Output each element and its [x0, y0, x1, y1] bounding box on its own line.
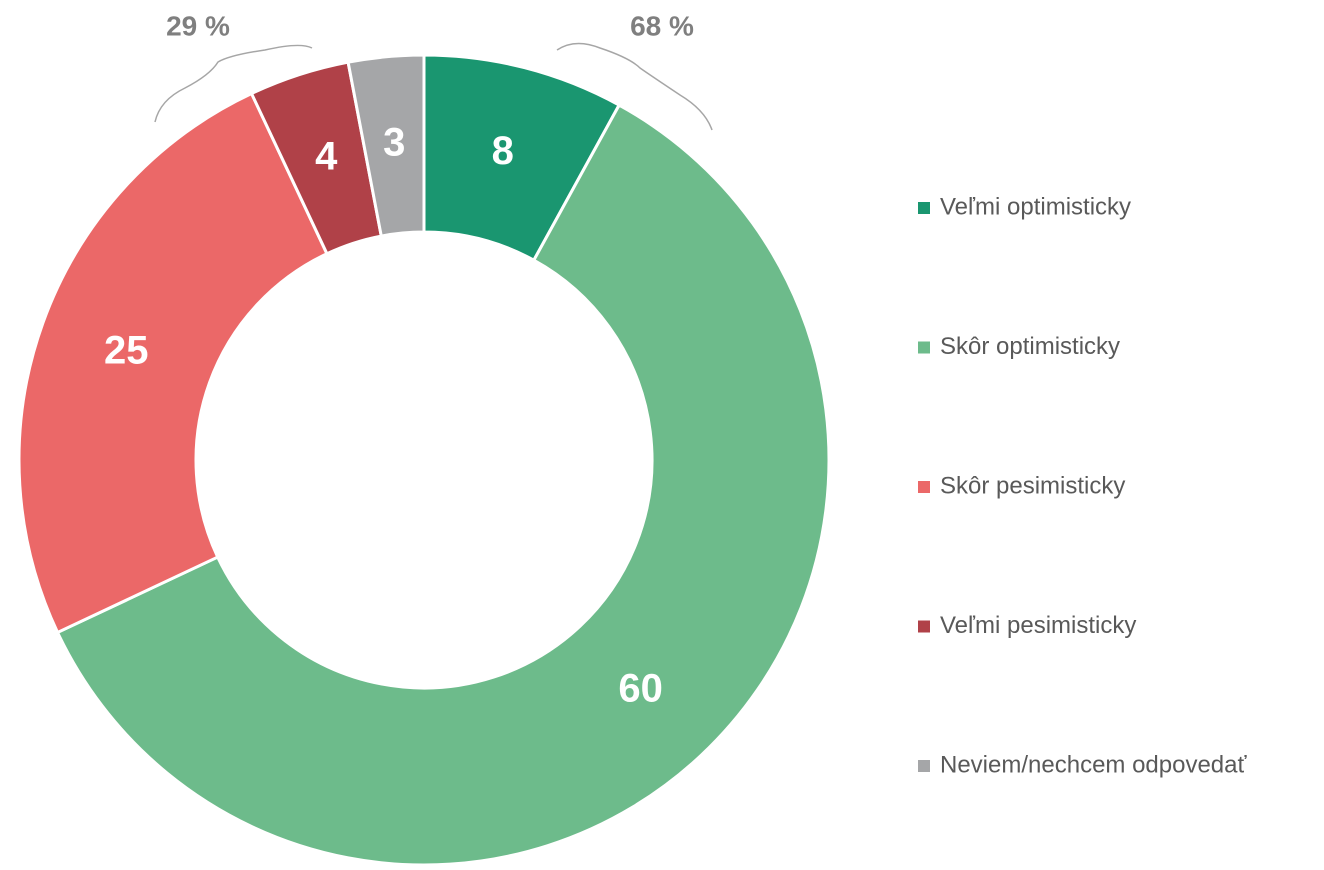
data-label: 60 — [618, 666, 663, 710]
slice — [346, 53, 426, 238]
brace — [556, 42, 713, 131]
data-label: 25 — [104, 328, 149, 372]
annotation: 68 % — [630, 10, 694, 41]
legend-label: Skôr pesimisticky — [940, 472, 1125, 499]
legend-swatch — [918, 760, 930, 772]
legend-label: Skôr optimisticky — [940, 333, 1120, 360]
slice — [17, 91, 329, 635]
legend-swatch — [918, 481, 930, 493]
legend-label: Neviem/nechcem odpovedať — [940, 751, 1248, 778]
slice — [55, 103, 831, 867]
legend-label: Veľmi optimisticky — [940, 193, 1131, 220]
data-label: 8 — [492, 129, 514, 173]
legend-label: Veľmi pesimisticky — [940, 612, 1136, 639]
legend-swatch — [918, 341, 930, 354]
brace — [154, 44, 313, 123]
legend-swatch — [918, 202, 930, 214]
annotation: 29 % — [166, 10, 230, 41]
data-label: 4 — [315, 135, 338, 179]
data-label: 3 — [383, 120, 405, 164]
legend-swatch — [918, 620, 930, 633]
